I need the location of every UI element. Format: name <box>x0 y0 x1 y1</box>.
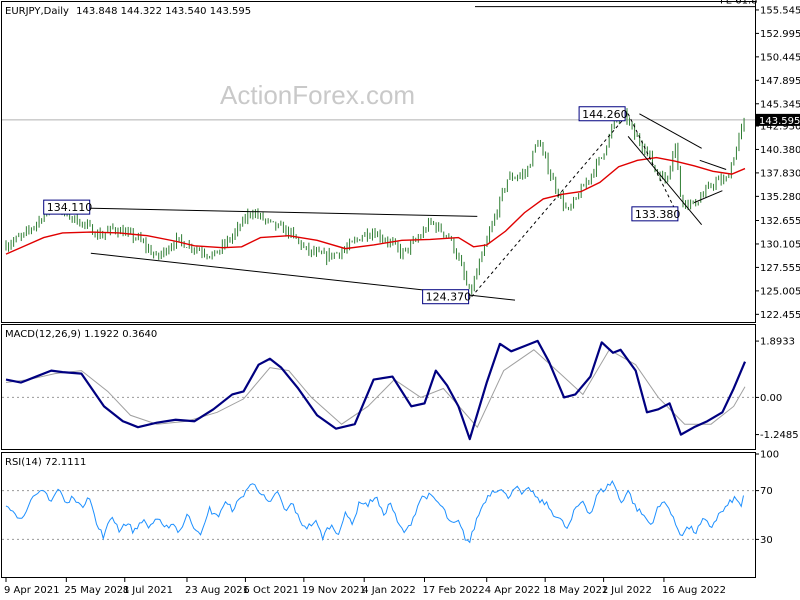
price-tick-label: 125.005 <box>760 286 800 297</box>
current-price-label: 143.595 <box>759 116 800 127</box>
moving-average <box>5 156 746 255</box>
price-label-text: 134.110 <box>47 201 93 214</box>
price-tick-label: 147.895 <box>760 76 800 87</box>
rsi-tick-label: 30 <box>760 535 773 546</box>
price-label-box <box>422 289 470 305</box>
macd-signal-line <box>5 349 746 429</box>
price-label-text: 144.260 <box>582 108 628 121</box>
price-tick-label: 150.445 <box>760 52 800 63</box>
trendline <box>639 113 702 149</box>
x-tick-label: 8 Jul 2021 <box>123 585 173 596</box>
price-annotations: 134.110 124.370 144.260 133.380 <box>43 106 681 305</box>
price-label-text: 133.380 <box>635 208 681 221</box>
macd-axis: 1.8933 0.00 -1.2485 <box>755 337 799 441</box>
macd-panel-frame <box>1 324 756 450</box>
rsi-tick-label: 100 <box>760 450 779 461</box>
rsi-tick-label: 70 <box>760 486 773 497</box>
rsi-axis: 100 70 30 <box>755 450 779 546</box>
price-tick-label: 127.555 <box>760 263 800 274</box>
price-tick-label: 122.455 <box>760 310 800 321</box>
symbol-header: EURJPY,Daily 143.848 144.322 143.540 143… <box>5 6 251 17</box>
x-tick-label: 17 Feb 2022 <box>423 585 485 596</box>
price-tick-label: 137.830 <box>760 168 800 179</box>
x-tick-label: 6 Oct 2021 <box>243 585 298 596</box>
x-tick-label: 16 Aug 2022 <box>662 585 726 596</box>
price-tick-label: 130.105 <box>760 239 800 250</box>
macd-tick-label: -1.2485 <box>760 430 799 441</box>
x-tick-label: 1 Jul 2022 <box>602 585 652 596</box>
x-tick-label: 19 Nov 2021 <box>302 585 366 596</box>
price-tick-label: 140.380 <box>760 145 800 156</box>
macd-tick-label: 1.8933 <box>760 337 795 348</box>
x-tick-label: 4 Apr 2022 <box>485 585 540 596</box>
price-panel-frame <box>1 1 756 323</box>
macd-main-line <box>5 339 747 441</box>
ohlc-values: 143.848 144.322 143.540 143.595 <box>76 6 251 17</box>
price-tick-label: 145.345 <box>760 99 800 110</box>
ma-line <box>5 156 746 255</box>
price-label-box <box>43 199 91 215</box>
trendline <box>43 206 478 217</box>
price-label-text: 124.370 <box>426 291 472 304</box>
macd-series <box>2 339 755 441</box>
price-label-box <box>578 106 626 122</box>
price-tick-label: 135.280 <box>760 192 800 203</box>
macd-tick-label: 0.00 <box>760 393 782 404</box>
rsi-line <box>5 479 744 544</box>
x-tick-label: 25 May 2021 <box>64 585 129 596</box>
x-tick-label: 23 Aug 2021 <box>185 585 249 596</box>
fib-dashed-line <box>627 113 678 215</box>
fib-dashed-line <box>471 113 629 298</box>
rsi-panel-frame <box>1 452 756 578</box>
price-tick-label: 142.930 <box>760 121 800 132</box>
price-label-box <box>631 206 679 222</box>
price-tick-label: 155.545 <box>760 5 800 16</box>
x-tick-label: 9 Apr 2021 <box>4 585 59 596</box>
price-axis: 155.545 152.995 150.445 147.895 145.345 142.9… <box>755 5 800 321</box>
fe-label: FE 61.8 <box>720 0 758 7</box>
current-price-box <box>756 113 800 126</box>
macd-header: MACD(12,26,9) 1.1922 0.3640 <box>5 329 157 340</box>
watermark: ActionForex.com <box>220 80 415 110</box>
trendline <box>699 159 727 170</box>
rsi-series <box>2 479 755 544</box>
price-tick-label: 152.995 <box>760 29 800 40</box>
symbol-label: EURJPY,Daily <box>5 6 69 17</box>
trendline <box>693 190 723 204</box>
trendline <box>627 136 703 226</box>
x-tick-label: 4 Jan 2022 <box>362 585 416 596</box>
x-tick-label: 18 May 2022 <box>543 585 608 596</box>
price-tick-label: 132.655 <box>760 216 800 227</box>
rsi-header: RSI(14) 72.1111 <box>5 457 86 468</box>
